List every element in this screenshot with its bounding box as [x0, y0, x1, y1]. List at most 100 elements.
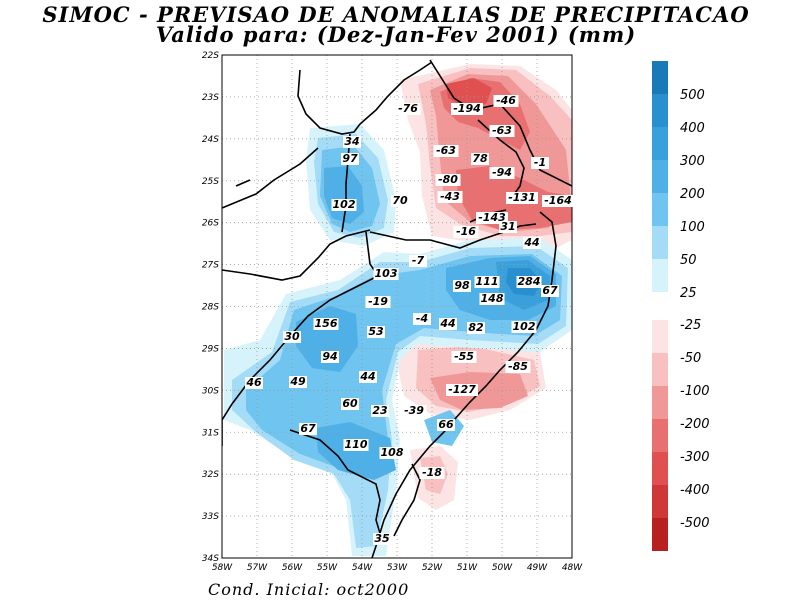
colorbar-swatch-positive	[652, 127, 668, 160]
contour-label-bg	[433, 145, 459, 157]
contour-label-bg	[453, 280, 471, 292]
lon-tick-label: 52W	[422, 563, 443, 573]
contour-label: -63	[436, 144, 456, 157]
contour-label: 67	[542, 284, 558, 297]
lat-tick-label: 25S	[202, 177, 219, 187]
map-title: SIMOC - PREVISAO DE ANOMALIAS DE PRECIPI…	[42, 2, 750, 27]
contour-label: 34	[344, 135, 359, 148]
lat-tick-label: 24S	[202, 135, 219, 145]
contour-label: 98	[454, 279, 470, 292]
contour-label-bg	[331, 199, 357, 211]
border-paraguay	[297, 61, 433, 135]
contour-label: 46	[245, 376, 262, 389]
contour-label: -4	[416, 312, 428, 325]
contour-label-bg	[451, 351, 477, 363]
lat-tick-label: 28S	[202, 303, 219, 313]
lat-tick-label: 33S	[202, 512, 219, 522]
lat-tick-label: 26S	[202, 219, 219, 229]
contour-label: -43	[440, 190, 460, 203]
contour-label-bg	[321, 351, 339, 363]
contour-label-bg	[474, 276, 500, 288]
colorbar-label-positive: 400	[680, 121, 705, 136]
contour-label: 66	[438, 418, 454, 431]
contour-label: -46	[496, 94, 516, 107]
lon-tick-label: 56W	[282, 563, 303, 573]
border-uruguay	[289, 429, 383, 541]
lon-tick-label: 50W	[492, 563, 513, 573]
contour-label: 70	[392, 194, 408, 207]
contour-label: -63	[492, 124, 512, 137]
contour-label-bg	[343, 136, 361, 148]
contour-label: 108	[381, 446, 404, 459]
lat-tick-label: 34S	[202, 554, 219, 564]
contour-label-bg	[489, 125, 515, 137]
colorbar-label-positive: 200	[680, 187, 705, 202]
contour-label-bg	[505, 361, 531, 373]
contour-label: 44	[523, 236, 539, 249]
border-states-1	[369, 223, 537, 249]
contour-label: -7	[412, 254, 425, 267]
contour-label-bg	[373, 268, 399, 280]
contour-label: 156	[315, 317, 338, 330]
contour-label: -55	[454, 350, 474, 363]
contour-label-bg	[299, 423, 317, 435]
lon-tick-label: 48W	[562, 563, 583, 573]
contour-label-bg	[541, 285, 559, 297]
colorbar-swatch-negative	[652, 518, 668, 551]
colorbar-swatch-positive	[652, 226, 668, 259]
contour-label: 102	[333, 198, 356, 211]
colorbar-swatch-positive	[652, 61, 668, 94]
contour-label-bg	[523, 237, 541, 249]
map-subtitle: Valido para: (Dez-Jan-Fev 2001) (mm)	[155, 22, 637, 47]
contour-label-bg	[245, 377, 263, 389]
colorbar-label-positive: 100	[680, 220, 705, 235]
contour-label-bg	[373, 533, 391, 545]
contour-label: -18	[422, 466, 442, 479]
contour-label: -1	[534, 156, 546, 169]
contour-label: 23	[372, 404, 388, 417]
colorbar-swatch-positive	[652, 259, 668, 292]
lon-tick-label: 55W	[317, 563, 338, 573]
contour-label-bg	[511, 321, 537, 333]
contour-label: 110	[345, 438, 368, 451]
contour-label-bg	[313, 318, 339, 330]
lat-tick-label: 31S	[202, 428, 219, 438]
contour-label-bg	[542, 195, 574, 207]
neg-field-300	[446, 78, 492, 106]
contour-label: 78	[472, 152, 488, 165]
contour-label: 44	[359, 370, 375, 383]
contour-label-bg	[371, 405, 389, 417]
contour-label: 67	[300, 422, 316, 435]
contour-label: 102	[513, 320, 536, 333]
contour-label-bg	[283, 331, 301, 343]
colorbar-swatch-negative	[652, 452, 668, 485]
contour-label-bg	[506, 192, 538, 204]
colorbar-swatch-positive	[652, 193, 668, 226]
contour-label-bg	[451, 103, 483, 115]
map-frame	[221, 54, 573, 559]
colorbar-swatch-positive	[652, 94, 668, 127]
contour-label: -76	[398, 102, 418, 115]
contour-label: -131	[508, 191, 536, 204]
border-states-4	[393, 463, 421, 537]
contour-label: 148	[481, 292, 504, 305]
contour-label: 60	[342, 397, 358, 410]
contour-labels: -76 -194 -46 -63 34 97 -63 78 -1 -80 -94 -43 -131 -16…	[245, 94, 574, 545]
colorbar-label-negative: -500	[680, 516, 710, 531]
shaded-fields	[224, 64, 572, 556]
contour-label: -127	[448, 383, 476, 396]
contour-label-bg	[437, 191, 463, 203]
border-states-2	[341, 133, 351, 233]
contour-label-bg	[453, 226, 479, 238]
contour-label: -194	[453, 102, 481, 115]
contour-label: -143	[478, 211, 506, 224]
lat-tick-label: 22S	[202, 51, 219, 61]
contour-label: 103	[375, 267, 398, 280]
contour-label-bg	[343, 439, 369, 451]
contour-label-bg	[413, 313, 431, 325]
colorbar: 500 400 300 200 100 50 25 -25 -50 -100 -200 -300 -40…	[652, 61, 710, 551]
contour-label: 30	[284, 330, 300, 343]
lon-tick-label: 58W	[212, 563, 233, 573]
contour-label-bg	[379, 447, 405, 459]
